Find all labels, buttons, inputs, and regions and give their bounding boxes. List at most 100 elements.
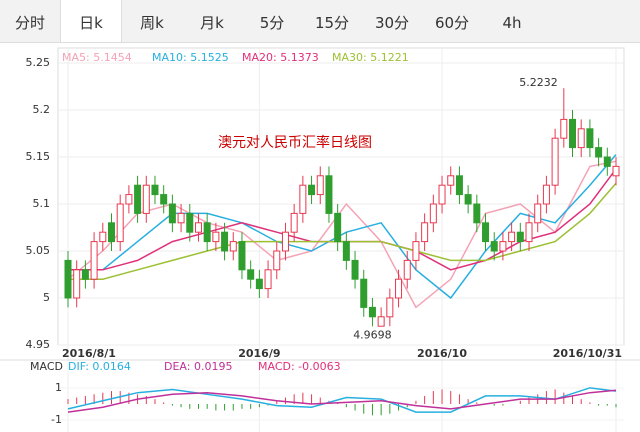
candle-body — [299, 184, 307, 214]
candle-body — [221, 231, 229, 252]
candle-body — [247, 269, 255, 280]
candle-body — [560, 118, 568, 139]
candle-body — [203, 222, 211, 243]
ma-line — [68, 154, 617, 300]
candle-body — [334, 212, 342, 243]
candle-body — [516, 231, 524, 243]
candle-body — [403, 259, 411, 280]
tab[interactable]: 月k — [200, 14, 224, 32]
tab[interactable]: 15分 — [314, 14, 350, 32]
candle-body — [308, 184, 316, 196]
candle-body — [429, 203, 437, 224]
macd-tick-label: 1 — [55, 381, 62, 394]
x-tick-label: 2016/9 — [238, 347, 280, 360]
candle-body — [177, 212, 185, 224]
y-tick-label: 5.1 — [33, 197, 51, 210]
candle-body — [160, 194, 168, 205]
candle-body — [438, 184, 446, 205]
candle-body — [368, 306, 376, 318]
tab[interactable]: 周k — [140, 14, 164, 32]
candle-body — [395, 278, 403, 299]
tab[interactable]: 分时 — [14, 14, 45, 32]
macd-legend: MACD: -0.0063 — [258, 360, 341, 373]
candle-body — [229, 241, 237, 252]
candle-body — [360, 278, 368, 308]
candle-body — [316, 175, 324, 196]
candle-body — [499, 241, 507, 252]
candle-body — [447, 175, 455, 186]
tab-bar: 分时 日k 周k 月k 5分 15分 30分 60分 4h — [0, 0, 640, 43]
candle-body — [508, 231, 516, 243]
candle-body — [238, 241, 246, 271]
ma-line — [68, 168, 617, 271]
candle-body — [90, 241, 98, 280]
tab[interactable]: 60分 — [434, 14, 470, 32]
candle-body — [194, 222, 202, 233]
y-tick-label: 5 — [43, 291, 50, 304]
candle-body — [595, 147, 603, 158]
candle-body — [212, 231, 220, 243]
candle-body — [81, 269, 89, 280]
candle-body — [342, 241, 350, 261]
x-tick-label: 2016/8/1 — [62, 347, 116, 360]
y-tick-label: 5.05 — [26, 244, 51, 257]
candle-body — [386, 297, 394, 318]
candle-body — [116, 203, 124, 243]
tab[interactable]: 30分 — [374, 14, 410, 32]
macd-line — [67, 389, 617, 413]
macd-line — [67, 387, 617, 413]
candle-body — [151, 184, 159, 196]
candle-body — [482, 222, 490, 243]
candle-body — [525, 222, 533, 243]
max-label: 5.2232 — [519, 76, 558, 89]
candle-body — [612, 165, 620, 177]
tab[interactable]: 日k — [60, 0, 122, 42]
candle-body — [577, 128, 585, 149]
candle-body — [186, 212, 194, 233]
candle-body — [551, 137, 559, 186]
candle-body — [569, 118, 577, 149]
candle-body — [464, 194, 472, 205]
candle-body — [125, 194, 133, 205]
y-tick-label: 5.25 — [26, 56, 51, 69]
ma-line — [67, 160, 617, 309]
candle-body — [377, 316, 385, 327]
candle-body — [325, 175, 333, 214]
candle-body — [264, 269, 272, 290]
candle-body — [168, 203, 176, 224]
candle-body — [99, 231, 107, 243]
candle-body — [73, 269, 81, 299]
legend-entry: MA5: 5.1454 — [62, 51, 132, 64]
candle-body — [603, 156, 611, 167]
x-tick-label: 2016/10 — [417, 347, 467, 360]
y-tick-label: 4.95 — [26, 338, 51, 351]
candle-body — [64, 259, 72, 299]
candle-body — [473, 203, 481, 224]
candle-body — [255, 278, 263, 290]
tab[interactable]: 4h — [502, 14, 522, 32]
legend-entry: MA20: 5.1373 — [242, 51, 319, 64]
legend-entry: MA10: 5.1525 — [152, 51, 229, 64]
x-tick-label: 2016/10/31 — [553, 347, 622, 360]
candle-body — [455, 175, 463, 196]
candle-body — [273, 250, 281, 271]
candle-body — [281, 231, 289, 252]
candle-body — [586, 128, 594, 149]
macd-legend: DIF: 0.0164 — [68, 360, 131, 373]
macd-legend: DEA: 0.0195 — [164, 360, 232, 373]
y-tick-label: 5.15 — [26, 150, 51, 163]
candle-body — [421, 222, 429, 243]
chart-title: 澳元对人民币汇率日线图 — [218, 134, 372, 151]
tab[interactable]: 5分 — [259, 14, 285, 32]
candle-body — [534, 203, 542, 224]
candle-body — [542, 184, 550, 205]
y-tick-label: 5.2 — [33, 103, 51, 116]
legend-entry: MA30: 5.1221 — [332, 51, 409, 64]
candle-body — [142, 184, 150, 214]
candle-body — [412, 241, 420, 261]
min-label: 4.9698 — [353, 328, 392, 341]
macd-label: MACD — [30, 360, 63, 373]
candle-body — [490, 241, 498, 252]
